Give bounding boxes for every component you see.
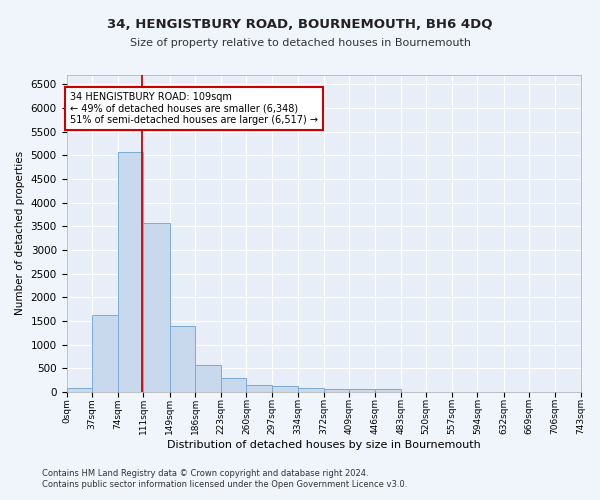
Text: 34, HENGISTBURY ROAD, BOURNEMOUTH, BH6 4DQ: 34, HENGISTBURY ROAD, BOURNEMOUTH, BH6 4… [107, 18, 493, 30]
Bar [170, 326, 195, 392]
Bar [67, 388, 92, 392]
Y-axis label: Number of detached properties: Number of detached properties [15, 152, 25, 316]
Text: Size of property relative to detached houses in Bournemouth: Size of property relative to detached ho… [130, 38, 470, 48]
Bar [221, 378, 247, 392]
Bar [143, 223, 170, 392]
Bar [195, 364, 221, 392]
Bar [272, 386, 298, 392]
Text: Contains public sector information licensed under the Open Government Licence v3: Contains public sector information licen… [42, 480, 407, 489]
Text: Contains HM Land Registry data © Crown copyright and database right 2024.: Contains HM Land Registry data © Crown c… [42, 468, 368, 477]
Bar [247, 385, 272, 392]
Bar [349, 389, 375, 392]
Bar [118, 152, 143, 392]
Text: 34 HENGISTBURY ROAD: 109sqm
← 49% of detached houses are smaller (6,348)
51% of : 34 HENGISTBURY ROAD: 109sqm ← 49% of det… [70, 92, 318, 125]
Bar [324, 388, 349, 392]
Bar [92, 315, 118, 392]
Bar [298, 388, 324, 392]
Bar [375, 389, 401, 392]
X-axis label: Distribution of detached houses by size in Bournemouth: Distribution of detached houses by size … [167, 440, 481, 450]
